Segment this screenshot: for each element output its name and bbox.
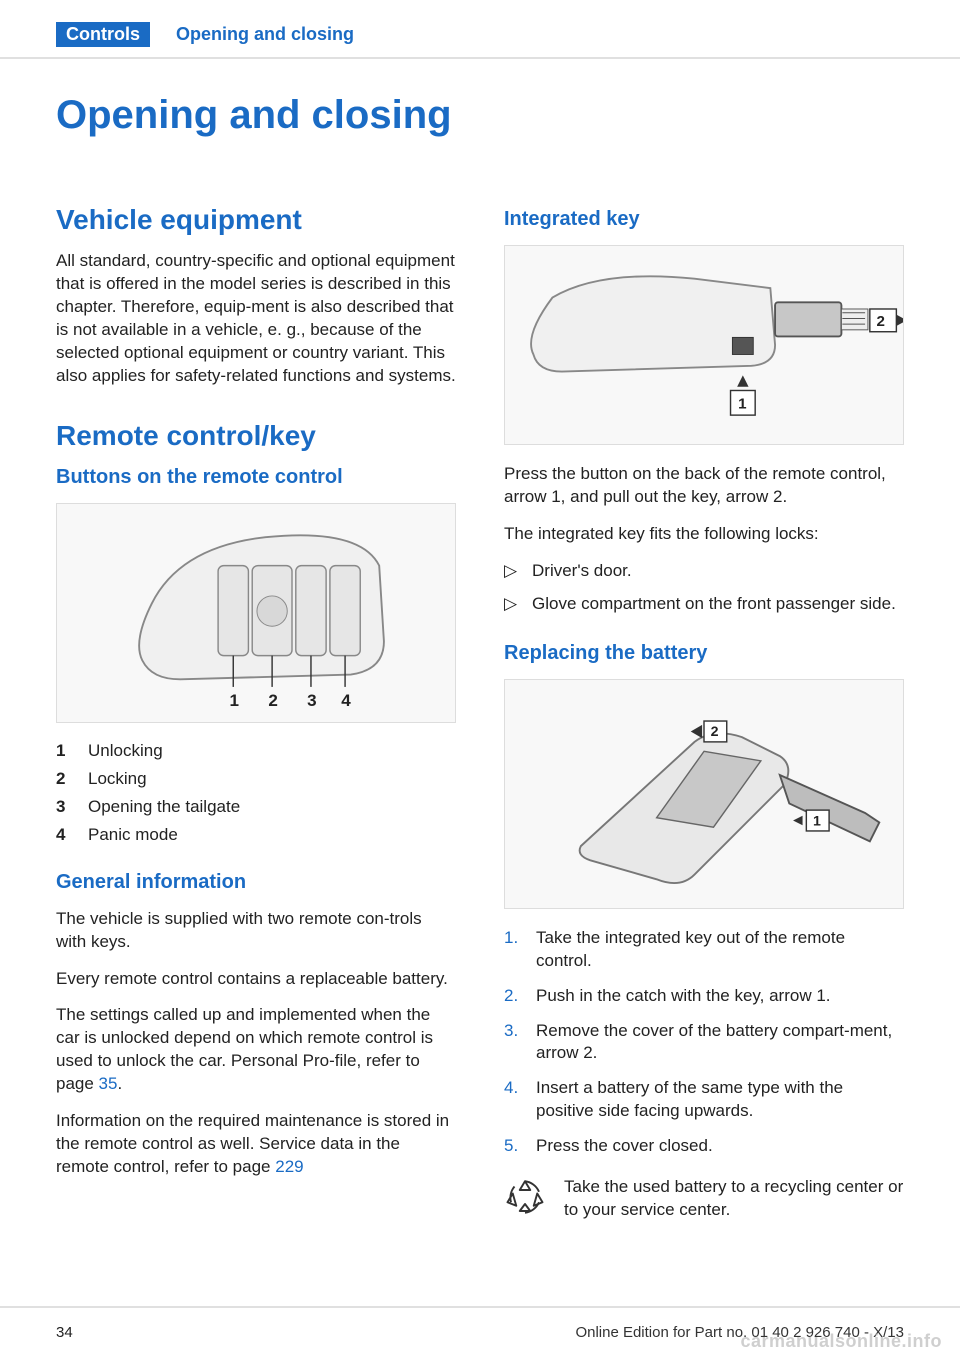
step-number: 2. bbox=[504, 985, 526, 1008]
recycle-icon bbox=[504, 1176, 546, 1218]
list-number: 4 bbox=[56, 825, 74, 845]
list-label: Opening the tailgate bbox=[88, 797, 240, 817]
heading-vehicle-equipment: Vehicle equipment bbox=[56, 204, 456, 236]
figure-remote-control: 1 2 3 4 bbox=[56, 503, 456, 723]
page: Controls Opening and closing Opening and… bbox=[0, 0, 960, 1362]
page-number: 34 bbox=[56, 1324, 73, 1362]
svg-text:2: 2 bbox=[876, 313, 884, 330]
breadcrumb-active: Controls bbox=[56, 22, 150, 47]
integrated-key-bullets: ▷ Driver's door. ▷ Glove compartment on … bbox=[504, 560, 904, 616]
list-label: Unlocking bbox=[88, 741, 163, 761]
general-info-p4: Information on the required maintenance … bbox=[56, 1110, 456, 1179]
vehicle-equipment-body: All standard, country-specific and optio… bbox=[56, 250, 456, 388]
list-label: Panic mode bbox=[88, 825, 178, 845]
step-number: 1. bbox=[504, 927, 526, 973]
step-number: 3. bbox=[504, 1020, 526, 1066]
general-info-p1: The vehicle is supplied with two remote … bbox=[56, 908, 456, 954]
list-number: 3 bbox=[56, 797, 74, 817]
bullet-text: Driver's door. bbox=[532, 560, 632, 583]
step-text: Remove the cover of the battery compart‐… bbox=[536, 1020, 904, 1066]
battery-illustration: 1 2 bbox=[505, 680, 903, 908]
integrated-key-illustration: 2 1 bbox=[505, 246, 903, 444]
figure-integrated-key: 2 1 bbox=[504, 245, 904, 445]
text: Information on the required maintenance … bbox=[56, 1111, 449, 1176]
heading-replacing-battery: Replacing the battery bbox=[504, 642, 904, 665]
battery-steps: 1. Take the integrated key out of the re… bbox=[504, 927, 904, 1159]
watermark: carmanualsonline.info bbox=[740, 1331, 942, 1352]
right-column: Integrated key 2 bbox=[504, 204, 904, 1222]
heading-remote-control: Remote control/key bbox=[56, 420, 456, 452]
list-item: 3. Remove the cover of the battery compa… bbox=[504, 1020, 904, 1066]
list-item: 4 Panic mode bbox=[56, 825, 456, 845]
step-text: Push in the catch with the key, arrow 1. bbox=[536, 985, 831, 1008]
list-item: ▷ Glove compartment on the front passeng… bbox=[504, 593, 904, 616]
heading-integrated-key: Integrated key bbox=[504, 208, 904, 231]
general-info-p2: Every remote control contains a replacea… bbox=[56, 968, 456, 991]
integrated-key-p2: The integrated key fits the following lo… bbox=[504, 523, 904, 546]
list-label: Locking bbox=[88, 769, 147, 789]
breadcrumb: Controls Opening and closing bbox=[56, 22, 960, 47]
general-info-p3: The settings called up and implemented w… bbox=[56, 1004, 456, 1096]
bullet-icon: ▷ bbox=[504, 593, 518, 616]
step-number: 5. bbox=[504, 1135, 526, 1158]
integrated-key-p1: Press the button on the back of the remo… bbox=[504, 463, 904, 509]
svg-text:2: 2 bbox=[711, 724, 719, 740]
svg-text:4: 4 bbox=[341, 690, 351, 709]
breadcrumb-section: Opening and closing bbox=[176, 22, 354, 47]
list-number: 2 bbox=[56, 769, 74, 789]
list-item: 3 Opening the tailgate bbox=[56, 797, 456, 817]
list-item: ▷ Driver's door. bbox=[504, 560, 904, 583]
recycle-note: Take the used battery to a recycling cen… bbox=[504, 1176, 904, 1222]
svg-text:1: 1 bbox=[813, 813, 821, 829]
svg-text:3: 3 bbox=[307, 690, 316, 709]
heading-buttons-remote: Buttons on the remote control bbox=[56, 466, 456, 489]
step-text: Insert a battery of the same type with t… bbox=[536, 1077, 904, 1123]
page-header: Controls Opening and closing bbox=[0, 0, 960, 59]
svg-text:2: 2 bbox=[268, 690, 277, 709]
page-link-35[interactable]: 35 bbox=[99, 1074, 118, 1093]
list-item: 4. Insert a battery of the same type wit… bbox=[504, 1077, 904, 1123]
page-title: Opening and closing bbox=[56, 93, 960, 138]
list-number: 1 bbox=[56, 741, 74, 761]
recycle-text: Take the used battery to a recycling cen… bbox=[564, 1176, 904, 1222]
remote-control-illustration: 1 2 3 4 bbox=[57, 504, 455, 722]
svg-text:1: 1 bbox=[229, 690, 238, 709]
list-item: 1. Take the integrated key out of the re… bbox=[504, 927, 904, 973]
page-link-229[interactable]: 229 bbox=[275, 1157, 303, 1176]
text: . bbox=[117, 1074, 122, 1093]
heading-general-information: General information bbox=[56, 871, 456, 894]
step-number: 4. bbox=[504, 1077, 526, 1123]
remote-button-list: 1 Unlocking 2 Locking 3 Opening the tail… bbox=[56, 741, 456, 845]
left-column: Vehicle equipment All standard, country-… bbox=[56, 204, 456, 1222]
svg-text:1: 1 bbox=[738, 395, 746, 412]
list-item: 1 Unlocking bbox=[56, 741, 456, 761]
list-item: 2. Push in the catch with the key, arrow… bbox=[504, 985, 904, 1008]
bullet-icon: ▷ bbox=[504, 560, 518, 583]
step-text: Press the cover closed. bbox=[536, 1135, 713, 1158]
bullet-text: Glove compartment on the front passenger… bbox=[532, 593, 896, 616]
step-text: Take the integrated key out of the remot… bbox=[536, 927, 904, 973]
list-item: 5. Press the cover closed. bbox=[504, 1135, 904, 1158]
figure-replacing-battery: 1 2 bbox=[504, 679, 904, 909]
content-columns: Vehicle equipment All standard, country-… bbox=[0, 168, 960, 1222]
list-item: 2 Locking bbox=[56, 769, 456, 789]
